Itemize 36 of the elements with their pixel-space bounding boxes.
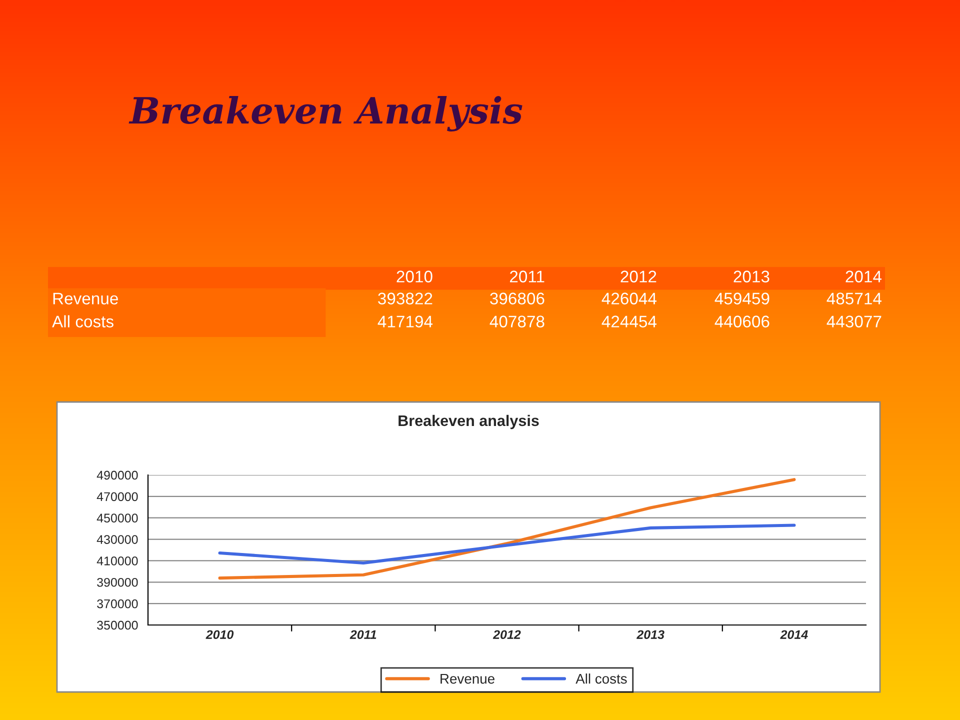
legend-label: All costs [576, 674, 627, 684]
category-label: 2014 [846, 270, 882, 282]
category-label: 2013 [734, 270, 770, 282]
x-tick-label: 2011 [350, 630, 376, 640]
text: 407878 [490, 316, 544, 328]
text: 485714 [826, 292, 882, 304]
x-tick-label: 2012 [492, 630, 521, 640]
category-label: 2012 [620, 270, 656, 282]
y-tick-label: 370000 [97, 599, 138, 608]
y-tick-label: 390000 [97, 578, 138, 587]
category-label: 2011 [510, 270, 544, 282]
text: 393822 [378, 292, 432, 304]
chart-title: Breakeven Analysis [128, 96, 522, 132]
y-tick-label: 430000 [96, 535, 138, 544]
chart-subtitle: Breakeven analysis [398, 414, 539, 430]
text: 440606 [714, 316, 770, 328]
y-tick-label: 450000 [96, 514, 138, 523]
line-series [218, 478, 796, 580]
x-tick-label: 2014 [780, 630, 808, 640]
category-label: 2010 [396, 270, 432, 282]
line-series [218, 524, 796, 565]
x-tick-label: 2013 [636, 630, 664, 640]
text: 426044 [602, 292, 657, 304]
text: Revenue [53, 292, 118, 304]
text: 417194 [378, 316, 433, 328]
y-tick-label: 470000 [96, 492, 138, 502]
x-tick-label: 2010 [206, 630, 234, 640]
text: 424454 [602, 316, 657, 328]
y-tick-label: 350000 [97, 620, 138, 630]
text: All costs [52, 315, 114, 328]
text: 459459 [714, 292, 770, 304]
text: 443077 [826, 316, 882, 328]
y-tick-label: 410000 [96, 556, 138, 566]
y-tick-label: 490000 [96, 470, 138, 480]
text: 396806 [490, 292, 544, 304]
legend-label: Revenue [440, 674, 494, 684]
